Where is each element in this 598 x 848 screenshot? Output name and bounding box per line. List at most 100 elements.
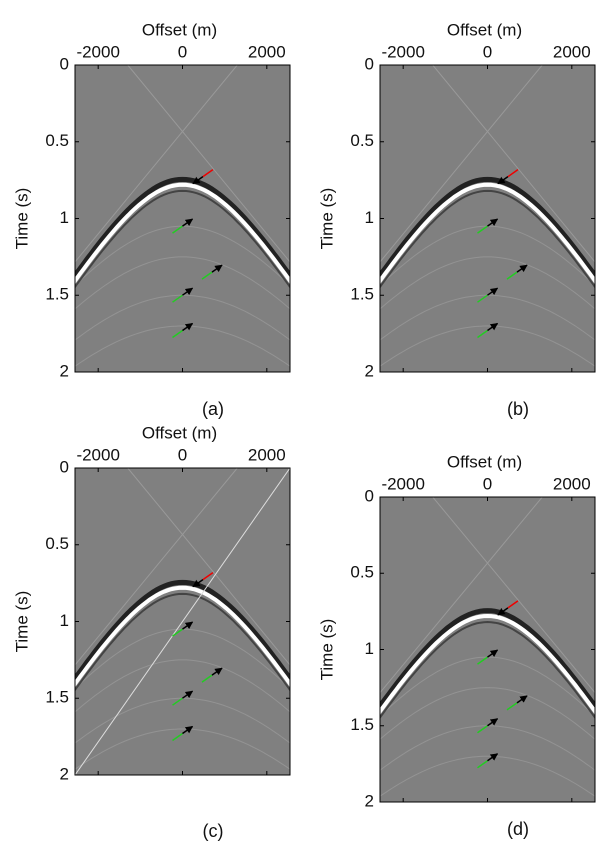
x-tick-label: 2000 (248, 42, 286, 61)
y-tick-label: 1 (365, 639, 374, 658)
x-tick-label: -2000 (76, 445, 119, 464)
arrow (211, 264, 223, 273)
event-dark (75, 579, 290, 683)
arrow (487, 287, 499, 296)
event-dark-low (75, 592, 290, 692)
y-tick-label: 2 (60, 764, 69, 783)
x-tick-label: 2000 (553, 42, 591, 61)
arrow (182, 218, 194, 227)
panel: -2000 0 2000 0 0.5 1 1.5 2 Offset (m) Time (s) (a) (12, 20, 291, 419)
x-tick-label: 2000 (553, 474, 591, 493)
direct-wave (75, 65, 238, 263)
arrow (487, 322, 499, 332)
arrow (497, 607, 509, 616)
x-tick-label: -2000 (76, 42, 119, 61)
event-dark-low (380, 620, 595, 720)
weak-event (380, 325, 595, 367)
direct-wave (380, 497, 543, 694)
x-tick-label: 2000 (248, 445, 286, 464)
event-dark-low (380, 189, 595, 289)
y-tick-label: 0.5 (45, 131, 69, 150)
x-axis-label: Offset (m) (142, 20, 217, 39)
x-axis-label: Offset (m) (142, 423, 217, 442)
arrow (182, 690, 194, 699)
y-tick-label: 1 (60, 611, 69, 630)
weak-event (75, 659, 290, 713)
arrow (477, 656, 488, 665)
y-tick-label: 0.5 (350, 563, 374, 582)
arrow (172, 225, 183, 234)
x-axis-label: Offset (m) (447, 452, 522, 471)
arrow (487, 718, 499, 727)
event-dark-low (75, 189, 290, 289)
y-axis-label: Time (s) (317, 619, 336, 681)
caption: (c) (203, 821, 224, 841)
x-tick-label: -2000 (381, 474, 424, 493)
arrow (182, 322, 194, 332)
panel: -2000 0 2000 0 0.5 1 1.5 2 Offset (m) Time (s) (d) (317, 452, 596, 839)
seismic-image (380, 65, 595, 372)
y-tick-label: 1 (60, 208, 69, 227)
seismic-image (75, 468, 290, 775)
arrow (506, 271, 518, 280)
arrow (497, 176, 509, 185)
arrow (172, 628, 183, 637)
seismic-image (75, 65, 290, 372)
y-axis-label: Time (s) (317, 188, 336, 250)
arrow (507, 169, 519, 178)
arrow (516, 264, 528, 273)
y-tick-label: 1 (365, 208, 374, 227)
direct-wave (75, 468, 238, 666)
x-tick-label: -2000 (381, 42, 424, 61)
y-tick-label: 1.5 (350, 715, 374, 734)
caption: (b) (507, 399, 529, 419)
x-tick-label: 0 (483, 42, 492, 61)
artifact-line (75, 468, 290, 775)
event-dark (75, 176, 290, 280)
caption: (d) (507, 819, 529, 839)
seismic-image (380, 497, 595, 802)
y-tick-label: 2 (60, 361, 69, 380)
event-white (380, 613, 595, 715)
y-tick-label: 0 (60, 457, 69, 476)
y-axis-label: Time (s) (12, 591, 31, 653)
arrow (506, 702, 518, 711)
panel: -2000 0 2000 0 0.5 1 1.5 2 Offset (m) Time (s) (c) (12, 423, 291, 841)
panel: -2000 0 2000 0 0.5 1 1.5 2 Offset (m) Time (s) (b) (317, 20, 596, 419)
arrow (172, 329, 183, 339)
arrow (516, 695, 528, 704)
y-tick-label: 0 (365, 486, 374, 505)
arrow (487, 649, 499, 658)
arrow (477, 225, 488, 234)
x-axis-label: Offset (m) (447, 20, 522, 39)
y-tick-label: 1.5 (350, 285, 374, 304)
weak-event (380, 256, 595, 310)
y-tick-label: 0 (365, 54, 374, 73)
arrow (487, 753, 499, 762)
arrow (477, 294, 488, 303)
y-tick-label: 1.5 (45, 688, 69, 707)
event-white (75, 585, 290, 688)
caption: (a) (202, 399, 224, 419)
arrow (211, 667, 223, 676)
x-tick-label: 0 (483, 474, 492, 493)
y-axis-label: Time (s) (12, 188, 31, 250)
event-white (380, 182, 595, 285)
weak-event (75, 256, 290, 310)
event-dark (380, 608, 595, 711)
direct-wave (432, 65, 595, 263)
direct-wave (127, 468, 290, 666)
x-tick-label: 0 (178, 42, 187, 61)
weak-event (380, 687, 595, 740)
arrow (172, 294, 183, 303)
direct-wave (432, 497, 595, 694)
event-dark (380, 176, 595, 280)
arrow (182, 725, 194, 735)
weak-event (380, 755, 595, 797)
direct-wave (380, 65, 543, 263)
arrow (172, 732, 183, 742)
y-tick-label: 0 (60, 54, 69, 73)
arrow (507, 600, 519, 609)
event-white (75, 182, 290, 285)
